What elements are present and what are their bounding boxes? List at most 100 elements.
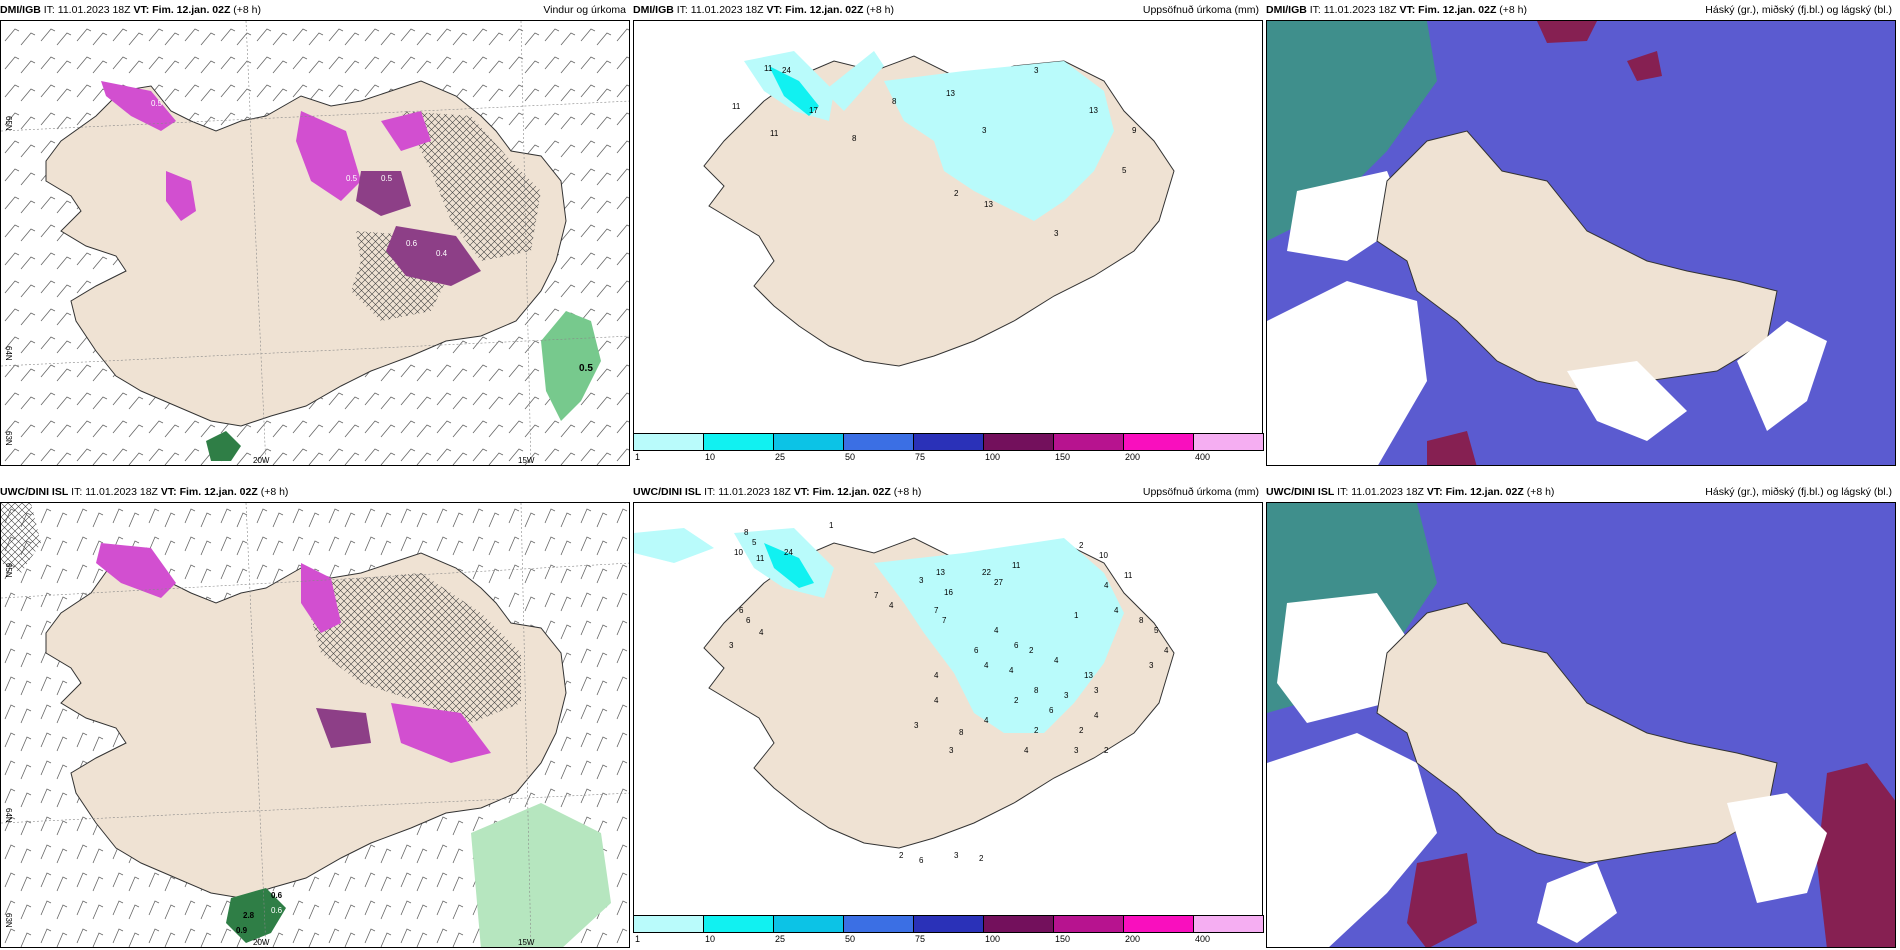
map-area[interactable] <box>1266 20 1896 466</box>
precip-label: 0.6 <box>271 891 283 900</box>
precip-area <box>96 543 176 598</box>
precip-label: 7 <box>934 606 939 615</box>
precip-label: 2 <box>1034 726 1039 735</box>
precip-label: 0.5 <box>579 363 593 374</box>
precip-label: 3 <box>919 576 924 585</box>
colorbar-tick: 25 <box>775 452 786 462</box>
colorbar: 1 10 25 50 75 100 150 200 400 <box>633 433 1264 463</box>
colorbar-swatch <box>1123 915 1194 933</box>
model-name: UWC/DINI ISL <box>633 486 702 498</box>
panel-title: Uppsöfnuð úrkoma (mm) <box>1142 4 1259 16</box>
precip-label: 5 <box>752 538 757 547</box>
precip-label: 8 <box>1139 616 1144 625</box>
map-area[interactable]: 0.6 0.9 2.8 0.6 65N 64N 63N 20W 15W <box>0 502 630 948</box>
colorbar-swatch <box>843 433 914 451</box>
precip-label: 11 <box>756 554 765 563</box>
precip-label: 2 <box>1029 646 1034 655</box>
vt-value: Fim. 12.jan. 02Z <box>179 486 258 498</box>
colorbar-swatch <box>983 433 1054 451</box>
precip-area <box>824 51 884 111</box>
precip-label: 3 <box>1074 746 1079 755</box>
precip-label: 24 <box>782 66 791 75</box>
precip-label: 13 <box>1089 106 1098 115</box>
it-label: IT: <box>1309 4 1321 16</box>
precip-area <box>381 111 431 151</box>
vt-value: Fim. 12.jan. 02Z <box>785 4 864 16</box>
cloud-mid-area <box>1267 21 1437 241</box>
panel-title: Uppsöfnuð úrkoma (mm) <box>1142 486 1259 498</box>
precip-label: 3 <box>1034 66 1039 75</box>
precip-label: 4 <box>1094 711 1099 720</box>
precip-label: 9 <box>1132 126 1137 135</box>
map-area[interactable] <box>1266 502 1896 948</box>
map-area[interactable]: 1 8 5 10 11 24 6 6 4 3 7 4 3 13 16 7 7 22 27 11 2 10 4 11 4 8 5 4 3 4… <box>633 502 1263 918</box>
colorbar-tick: 75 <box>915 934 926 944</box>
colorbar-tick: 100 <box>985 934 1001 944</box>
precip-area <box>296 111 361 201</box>
colorbar-tick: 200 <box>1125 934 1141 944</box>
hatch-area <box>1 503 41 573</box>
vt-label: VT: <box>160 486 177 498</box>
precip-label: 1 <box>829 521 834 530</box>
it-value: 11.01.2023 18Z <box>1351 486 1424 498</box>
colorbar-tick: 400 <box>1195 934 1211 944</box>
colorbar-swatch <box>1053 915 1124 933</box>
panel-title: Háský (gr.), miðský (fj.bl.) og lágský (… <box>1705 486 1892 498</box>
precip-label: 24 <box>784 548 793 557</box>
hatch-area <box>401 111 541 261</box>
precip-label: 2 <box>954 189 959 198</box>
precip-label: 0.4 <box>436 249 448 258</box>
precip-area <box>101 81 176 131</box>
cloud-low-area <box>1627 51 1662 81</box>
colorbar-tick: 150 <box>1055 452 1071 462</box>
precip-label: 6 <box>974 646 979 655</box>
colorbar-tick: 1 <box>635 934 641 944</box>
colorbar-swatch <box>1123 433 1194 451</box>
colorbar-swatch <box>1193 433 1264 451</box>
offset: (+8 h) <box>866 4 895 16</box>
colorbar-tick: 150 <box>1055 934 1071 944</box>
precip-label: 3 <box>1094 686 1099 695</box>
precip-label: 6 <box>746 616 751 625</box>
precip-label: 13 <box>936 568 945 577</box>
precip-area <box>769 66 819 116</box>
cloud-low-area <box>1817 763 1895 947</box>
precip-label: 11 <box>1012 561 1021 570</box>
colorbar-swatch <box>1193 915 1264 933</box>
it-label: IT: <box>1337 486 1349 498</box>
colorbar-tick: 50 <box>845 452 856 462</box>
precip-label: 2 <box>899 851 904 860</box>
panel-precip-uwc: UWC/DINI ISL IT: 11.01.2023 18Z VT: Fim.… <box>633 482 1264 947</box>
precip-label: 2 <box>1104 746 1109 755</box>
colorbar-tick: 100 <box>985 452 1001 462</box>
precip-area <box>386 226 481 286</box>
precip-label: 8 <box>892 97 897 106</box>
model-name: DMI/IGB <box>0 4 41 16</box>
precip-area <box>764 543 814 588</box>
colorbar-tick: 1 <box>635 452 641 462</box>
precip-label: 3 <box>954 851 959 860</box>
precip-label: 4 <box>1054 656 1059 665</box>
panel-header: DMI/IGB IT: 11.01.2023 18Z VT: Fim. 12.j… <box>0 0 630 20</box>
precip-area <box>356 171 411 216</box>
colorbar-swatch <box>983 915 1054 933</box>
map-area[interactable]: 0.5 0.5 0.5 0.4 0.6 0.5 65N 64N 63N 20W … <box>0 20 630 466</box>
colorbar-swatch <box>703 915 774 933</box>
vt-value: Fim. 12.jan. 02Z <box>812 486 891 498</box>
precip-label: 6 <box>1014 641 1019 650</box>
lat-label: 65N <box>4 563 13 578</box>
panel-title: Háský (gr.), miðský (fj.bl.) og lágský (… <box>1705 4 1892 16</box>
wind-map-svg: 0.5 0.5 0.5 0.4 0.6 0.5 65N 64N 63N 20W … <box>1 21 629 465</box>
colorbar-swatch <box>843 915 914 933</box>
vt-label: VT: <box>1426 486 1443 498</box>
precip-map-svg: 1851011246643743131677222711210411485434… <box>634 521 1175 865</box>
precip-label: 0.5 <box>346 174 358 183</box>
model-name: UWC/DINI ISL <box>0 486 69 498</box>
colorbar-tick: 400 <box>1195 452 1211 462</box>
colorbar-swatch <box>913 915 984 933</box>
map-area[interactable]: 11 24 17 11 8 8 13 11 3 13 9 5 3 2 13 3 <box>633 20 1263 436</box>
vt-label: VT: <box>793 486 810 498</box>
clear-area <box>1727 793 1827 903</box>
precip-label: 2 <box>1079 726 1084 735</box>
clear-area <box>1267 733 1437 947</box>
